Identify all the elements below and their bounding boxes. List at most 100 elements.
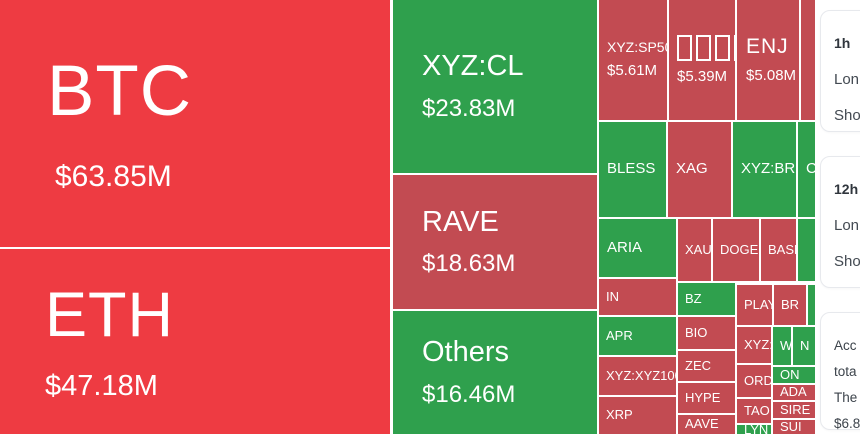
missing-glyph-box bbox=[734, 34, 735, 61]
tile-symbol-label: AAVE bbox=[685, 416, 719, 432]
treemap-tile-ord[interactable]: ORD bbox=[737, 365, 771, 397]
treemap-tile-xyz[interactable]: XYZ: bbox=[737, 327, 771, 363]
tile-symbol-label: XAG bbox=[676, 160, 708, 178]
card-line-long: Lon bbox=[834, 71, 860, 88]
missing-glyph-box bbox=[696, 34, 711, 61]
tile-liquidation-value: $63.85M bbox=[55, 159, 172, 193]
treemap-tile-xyz-sp500[interactable]: XYZ:SP500 $5.61M bbox=[599, 0, 667, 120]
treemap-tile-clipped[interactable] bbox=[798, 219, 815, 281]
tile-liquidation-value: $16.46M bbox=[422, 380, 516, 408]
tile-symbol-label: ARIA bbox=[607, 238, 643, 256]
tile-liquidation-value: $23.83M bbox=[422, 94, 516, 122]
note-line: Acc bbox=[834, 338, 857, 353]
treemap-tile-c[interactable]: C bbox=[798, 122, 815, 217]
tile-symbol-label: C bbox=[806, 160, 815, 178]
note-line: tota bbox=[834, 364, 857, 379]
tile-symbol-label: SUI bbox=[780, 420, 802, 434]
missing-glyph-box bbox=[677, 34, 692, 61]
treemap-tile-xyz-bren[interactable]: XYZ:BREN bbox=[733, 122, 796, 217]
treemap-tile-clipped[interactable] bbox=[808, 285, 815, 325]
missing-glyph-boxes bbox=[677, 34, 735, 61]
treemap-tile-zec[interactable]: ZEC bbox=[678, 351, 735, 381]
tile-symbol-label: N bbox=[800, 337, 810, 353]
tile-symbol-label: PLAY bbox=[744, 296, 772, 312]
card-line-short: Sho bbox=[834, 253, 860, 270]
tile-symbol-label: XYZ: bbox=[744, 336, 771, 352]
tile-symbol-label: BLESS bbox=[607, 160, 656, 178]
stat-card-12h: 12h Lon Sho bbox=[820, 156, 860, 288]
treemap-tile-bless[interactable]: BLESS bbox=[599, 122, 666, 217]
tile-symbol-label: BASE bbox=[768, 241, 796, 257]
treemap-tile-sire[interactable]: SIRE bbox=[773, 402, 815, 418]
treemap-tile-xyz-xyz100[interactable]: XYZ:XYZ100 bbox=[599, 357, 676, 395]
treemap-tile-br[interactable]: BR bbox=[774, 285, 806, 325]
tile-symbol-label: XRP bbox=[606, 407, 633, 423]
tile-symbol-label: RAVE bbox=[422, 205, 499, 238]
tile-symbol-label: ETH bbox=[45, 279, 174, 350]
tile-symbol-label: XYZ:XYZ100 bbox=[606, 367, 676, 383]
note-line: The bbox=[834, 390, 858, 405]
treemap-tile-xrp[interactable]: XRP bbox=[599, 397, 676, 434]
note-line: $6.8 bbox=[834, 416, 860, 431]
treemap-tile-bio[interactable]: BIO bbox=[678, 317, 735, 349]
tile-symbol-label: ADA bbox=[780, 385, 807, 400]
treemap-tile-ada[interactable]: ADA bbox=[773, 385, 815, 400]
treemap-tile-base[interactable]: BASE bbox=[761, 219, 796, 281]
treemap-tile-enj[interactable]: ENJ $5.08M bbox=[737, 0, 799, 120]
treemap-tile-others[interactable]: Others $16.46M bbox=[393, 311, 597, 434]
treemap-tile-tao[interactable]: TAO bbox=[737, 399, 771, 423]
tile-liquidation-value: $47.18M bbox=[45, 369, 158, 402]
tile-symbol-label: ON bbox=[780, 367, 800, 382]
treemap-tile-rave[interactable]: RAVE $18.63M bbox=[393, 175, 597, 309]
treemap-tile-clipped[interactable] bbox=[801, 0, 815, 120]
tile-symbol-label: BIO bbox=[685, 324, 708, 340]
tile-symbol-label: IN bbox=[606, 288, 619, 304]
tile-symbol-label: XYZ:SP500 bbox=[607, 39, 667, 56]
card-line-long: Lon bbox=[834, 217, 860, 234]
tile-symbol-label: BZ bbox=[685, 290, 702, 306]
treemap-tile-btc[interactable]: BTC $63.85M bbox=[0, 0, 390, 247]
treemap-tile-unknown-symbol[interactable]: $5.39M bbox=[669, 0, 735, 120]
treemap-tile-sui[interactable]: SUI bbox=[773, 420, 815, 434]
tile-symbol-label: Others bbox=[422, 336, 510, 369]
treemap-tile-xag[interactable]: XAG bbox=[668, 122, 731, 217]
treemap-tile-xau[interactable]: XAU bbox=[678, 219, 711, 281]
tile-symbol-label: APR bbox=[606, 327, 633, 343]
tile-symbol-label: TAO bbox=[744, 402, 770, 418]
tile-symbol-label: ENJ bbox=[746, 35, 789, 59]
treemap-tile-xyz-cl[interactable]: XYZ:CL $23.83M bbox=[393, 0, 597, 173]
tile-symbol-label: HYPE bbox=[685, 389, 721, 405]
tile-liquidation-value: $5.08M bbox=[746, 66, 797, 84]
tile-symbol-label: ORD bbox=[744, 372, 771, 388]
treemap-tile-bz[interactable]: BZ bbox=[678, 283, 735, 315]
treemap-tile-aave[interactable]: AAVE bbox=[678, 415, 735, 434]
card-title-1h: 1h bbox=[834, 35, 851, 51]
summary-note-card: Acc tota The $6.8 bbox=[820, 312, 860, 431]
tile-symbol-label: XYZ:CL bbox=[422, 50, 524, 83]
tile-symbol-label: XAU bbox=[685, 241, 711, 257]
treemap-tile-eth[interactable]: ETH $47.18M bbox=[0, 249, 390, 434]
treemap-tile-in[interactable]: IN bbox=[599, 279, 676, 315]
stat-card-1h: 1h Lon Sho bbox=[820, 10, 860, 132]
tile-symbol-label: BTC bbox=[47, 51, 192, 131]
treemap-tile-lyn[interactable]: LYN bbox=[737, 425, 771, 434]
treemap-tile-apr[interactable]: APR bbox=[599, 317, 676, 355]
tile-symbol-label: DOGE bbox=[720, 241, 759, 257]
tile-liquidation-value: $18.63M bbox=[422, 250, 516, 278]
stats-panel: 1h Lon Sho 12h Lon Sho Acc tota The $6.8 bbox=[820, 0, 860, 434]
treemap-tile-doge[interactable]: DOGE bbox=[713, 219, 759, 281]
treemap-tile-on[interactable]: ON bbox=[773, 367, 815, 383]
treemap-tile-n[interactable]: N bbox=[793, 327, 815, 365]
tile-symbol-label: BR bbox=[781, 296, 800, 312]
tile-symbol-label: W bbox=[780, 337, 791, 353]
treemap-tile-w[interactable]: W bbox=[773, 327, 791, 365]
treemap-tile-hype[interactable]: HYPE bbox=[678, 383, 735, 413]
treemap-tile-aria[interactable]: ARIA bbox=[599, 219, 676, 277]
tile-symbol-label: SIRE bbox=[780, 402, 811, 417]
treemap-tile-play[interactable]: PLAY bbox=[737, 285, 772, 325]
card-title-12h: 12h bbox=[834, 181, 859, 197]
missing-glyph-box bbox=[715, 34, 730, 61]
card-line-short: Sho bbox=[834, 107, 860, 124]
tile-liquidation-value: $5.61M bbox=[607, 62, 658, 80]
